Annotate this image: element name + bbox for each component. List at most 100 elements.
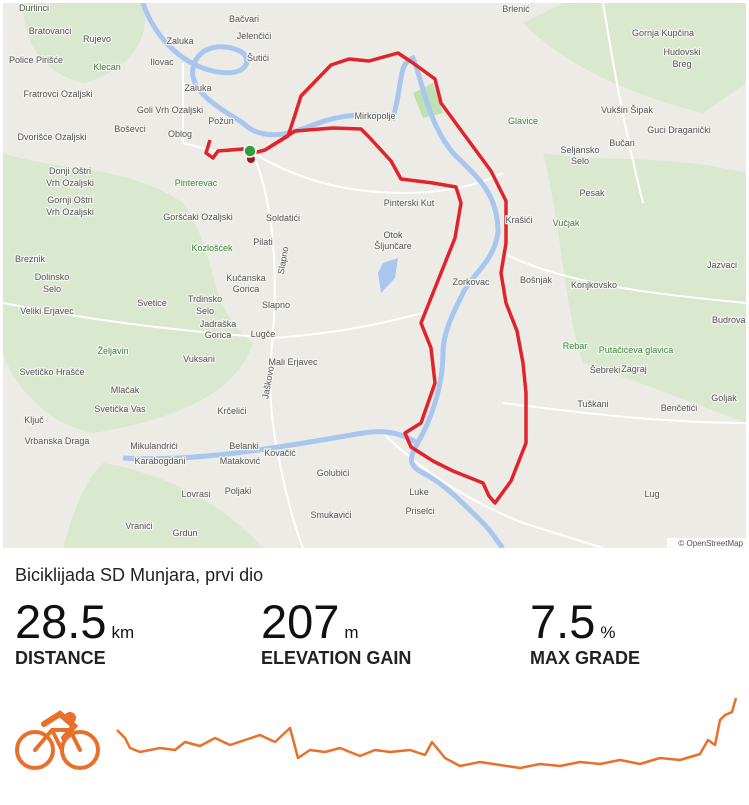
river-tributary: [122, 429, 420, 462]
forest-areas: [3, 3, 746, 548]
place-label: Benčetići: [661, 403, 698, 413]
stat-value: 28.5: [15, 595, 107, 648]
place-label: Kovačić: [264, 448, 296, 458]
place-label: Lugče: [251, 329, 276, 339]
place-label: Grdun: [172, 528, 197, 538]
place-label: Svetička Vas: [94, 404, 146, 414]
place-label: Donji Oštri: [49, 166, 91, 176]
place-label: Dolinsko: [35, 272, 70, 282]
elevation-line: [116, 697, 738, 770]
place-label: Brlenić: [502, 4, 530, 14]
place-label: Trdinsko: [188, 294, 222, 304]
place-label: Klecan: [93, 62, 121, 72]
place-label: Hudovski: [663, 47, 700, 57]
place-label: Selo: [196, 306, 214, 316]
place-label: Rujevo: [83, 34, 111, 44]
place-label: Smukavići: [310, 510, 351, 520]
place-label: Mlačak: [111, 385, 140, 395]
stat-unit: km: [111, 623, 135, 642]
place-label: Svetice: [137, 298, 167, 308]
place-label: Kozlošćek: [191, 243, 233, 253]
place-label: Slapno: [262, 300, 290, 310]
place-label: Boševci: [114, 124, 146, 134]
map: Durlinci Bratovanci Rujevo Zaluka Bačvari Jel…: [3, 3, 746, 548]
place-label: Vrbanska Draga: [25, 436, 90, 446]
place-label: Priselci: [405, 506, 434, 516]
place-label: Soldatići: [266, 213, 300, 223]
place-label: Selo: [571, 156, 589, 166]
place-label: Glavice: [508, 116, 538, 126]
elevation-profile: [15, 697, 738, 770]
attribution-bg: [667, 538, 746, 548]
place-label: Guci Draganički: [647, 125, 711, 135]
place-label: Zaluka: [184, 83, 211, 93]
place-label: Goršćaki Ozaljski: [163, 212, 233, 222]
place-label: Konjkovsko: [571, 280, 617, 290]
place-label: Pinterevac: [175, 178, 218, 188]
attribution: © OpenStreetMap: [678, 539, 743, 548]
place-label: Karabogdani: [134, 456, 185, 466]
place-label: Mirkopolje: [354, 111, 395, 121]
place-label: Vučjak: [553, 218, 580, 228]
place-label: Mali Erjavec: [268, 357, 318, 367]
place-label: Bošnjak: [520, 275, 553, 285]
stat: 7.5% MAX GRADE: [530, 594, 640, 668]
place-label: Bratovanci: [29, 26, 72, 36]
place-label: Breg: [672, 59, 691, 69]
place-label: Vranići: [125, 521, 152, 531]
place-label: Mataković: [220, 456, 261, 466]
place-label: Ilovac: [150, 57, 174, 67]
place-label: Lug: [644, 489, 659, 499]
activity-title: Biciklijada SD Munjara, prvi dio: [15, 565, 264, 585]
place-label: Budrovac: [712, 315, 746, 325]
place-label: Golubići: [317, 468, 350, 478]
stat: 207 m ELEVATION GAIN: [261, 594, 411, 668]
stat-label: MAX GRADE: [530, 648, 641, 668]
place-label: Vukšin Šipak: [601, 105, 653, 115]
place-label: Jadraška: [200, 319, 237, 329]
place-label: Gornji Oštri: [47, 195, 93, 205]
place-label: Vrh Ozaljski: [46, 207, 94, 217]
place-label: Seljansko: [560, 145, 599, 155]
lake: [378, 258, 398, 293]
place-label: Pinterski Kut: [384, 198, 435, 208]
place-label: Selo: [43, 284, 61, 294]
place-label: Veliki Erjavec: [20, 306, 74, 316]
start-marker: [243, 144, 257, 158]
place-label: Krašići: [505, 215, 532, 225]
place-label: Pilati: [253, 237, 273, 247]
place-label: Vuksani: [183, 354, 215, 364]
place-label: Mikulandrići: [130, 441, 178, 451]
place-label: Belanki: [229, 441, 259, 451]
place-label: Oblog: [168, 129, 192, 139]
place-label: Tuškani: [577, 399, 608, 409]
place-label: Zorkovac: [452, 277, 490, 287]
stat-label: DISTANCE: [15, 648, 106, 668]
roads: [3, 3, 746, 548]
place-label: Gorica: [205, 330, 232, 340]
stat-value: 7.5: [530, 595, 596, 648]
stat-value: 207: [261, 595, 340, 648]
place-label: Zagraj: [621, 364, 647, 374]
place-label: Putačićeva glavica: [599, 345, 674, 355]
route: [204, 51, 528, 505]
place-label: Gorica: [233, 284, 260, 294]
place-label: Otok: [383, 230, 403, 240]
place-label: Durlinci: [19, 3, 49, 13]
place-label: Goli Vrh Ozaljski: [137, 105, 203, 115]
place-label: Luke: [409, 487, 429, 497]
stat-unit: m: [344, 623, 359, 642]
place-label: Pesak: [579, 188, 605, 198]
place-label: Bučari: [609, 138, 635, 148]
place-label: Kučanska: [226, 273, 266, 283]
place-label: Šebreki: [590, 365, 621, 375]
place-label: Šutići: [247, 53, 269, 63]
cycling-icon: [15, 728, 100, 770]
stat-label: ELEVATION GAIN: [261, 648, 412, 668]
place-label: Police Pirišće: [9, 55, 63, 65]
place-label: Željavin: [97, 346, 128, 356]
place-label: Poljaki: [225, 486, 252, 496]
stat-unit: %: [600, 623, 616, 642]
place-label: Šljunčare: [374, 241, 412, 251]
place-label: Goljak: [711, 393, 737, 403]
